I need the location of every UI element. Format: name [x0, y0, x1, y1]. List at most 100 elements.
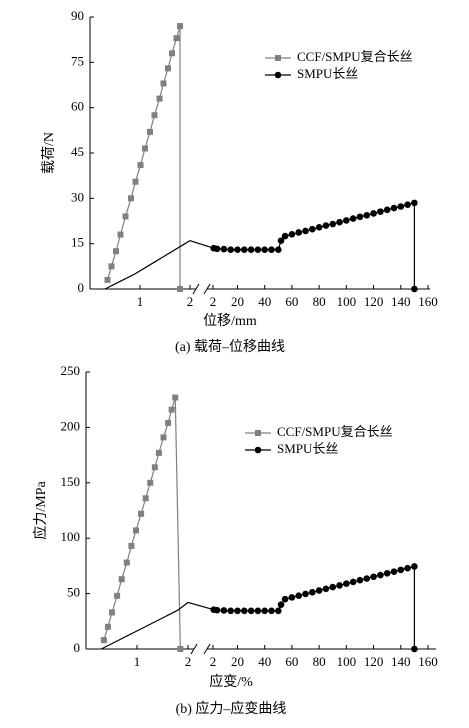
- data-point: [137, 162, 144, 169]
- legend-label: CCF/SMPU复合长丝: [297, 49, 413, 64]
- x-tick-label: 40: [258, 654, 271, 669]
- data-point: [117, 231, 124, 238]
- x-tick-label: 140: [391, 294, 411, 309]
- data-point: [142, 495, 149, 502]
- x-axis-label: 应变/%: [209, 673, 253, 690]
- data-point: [329, 583, 337, 591]
- y-tick-label: 150: [61, 474, 81, 489]
- data-point: [169, 50, 175, 57]
- data-point: [138, 510, 145, 517]
- data-point: [220, 607, 228, 614]
- data-point: [261, 607, 269, 615]
- data-point: [411, 645, 418, 653]
- data-point: [315, 224, 323, 231]
- data-point: [213, 606, 221, 614]
- x-tick-label: 160: [418, 654, 438, 669]
- data-point: [281, 232, 289, 240]
- data-point: [281, 595, 289, 603]
- data-point: [234, 246, 241, 254]
- data-point: [247, 607, 255, 615]
- x-axis-label: 位移/mm: [203, 313, 257, 329]
- data-point: [411, 199, 418, 207]
- data-point: [275, 607, 282, 615]
- data-point: [118, 576, 125, 583]
- data-point: [277, 237, 285, 244]
- data-point: [109, 609, 116, 616]
- data-point: [147, 128, 153, 135]
- data-point: [227, 246, 234, 254]
- series-line: [103, 397, 181, 650]
- y-axis-label: 载荷/N: [41, 132, 57, 174]
- data-point: [100, 637, 107, 644]
- data-point: [356, 213, 364, 221]
- data-point: [261, 246, 269, 254]
- x-tick-label: 1: [137, 294, 144, 309]
- data-point: [168, 406, 175, 413]
- data-point: [275, 246, 282, 254]
- y-axis-label: 应力/MPa: [32, 481, 49, 540]
- data-point: [254, 246, 262, 254]
- data-point: [165, 65, 171, 72]
- data-point: [151, 112, 158, 119]
- data-point: [309, 588, 316, 596]
- data-point: [177, 646, 184, 652]
- x-tick-label: 120: [364, 654, 384, 669]
- data-point: [377, 208, 384, 215]
- axis-break: [203, 283, 211, 295]
- y-tick-label: 200: [61, 418, 81, 433]
- data-point: [142, 145, 148, 152]
- data-point: [343, 217, 350, 224]
- data-point: [104, 623, 111, 630]
- x-tick-label: 2: [185, 654, 192, 669]
- x-tick-label: 100: [337, 294, 357, 309]
- data-point: [104, 276, 111, 283]
- data-point: [349, 215, 357, 222]
- data-point: [128, 195, 134, 202]
- data-point: [309, 225, 316, 233]
- caption: (a) 载荷–位移曲线: [175, 339, 285, 355]
- data-point: [383, 206, 391, 214]
- data-point: [363, 575, 371, 582]
- y-tick-label: 50: [67, 585, 80, 600]
- data-point: [227, 607, 234, 615]
- y-tick-label: 100: [61, 529, 81, 544]
- axis-break: [190, 643, 198, 655]
- x-tick-label: 80: [313, 294, 326, 309]
- data-point: [220, 245, 228, 253]
- data-point: [160, 80, 167, 87]
- data-point: [172, 394, 179, 401]
- data-point: [404, 564, 411, 572]
- data-point: [329, 220, 337, 228]
- data-point: [123, 559, 130, 566]
- data-point: [411, 563, 418, 570]
- data-point: [151, 464, 158, 471]
- data-point: [322, 585, 330, 593]
- y-tick-label: 15: [71, 235, 84, 250]
- data-point: [173, 35, 180, 42]
- axis-break: [192, 283, 200, 295]
- data-point: [383, 570, 391, 577]
- y-tick-label: 250: [61, 363, 81, 378]
- data-point: [343, 580, 350, 587]
- data-point: [349, 578, 357, 586]
- data-point: [268, 607, 275, 615]
- data-point: [302, 590, 309, 598]
- data-point: [288, 230, 296, 238]
- y-tick-label: 60: [71, 99, 84, 114]
- data-point: [156, 95, 163, 102]
- y-tick-label: 30: [71, 189, 84, 204]
- y-tick-label: 45: [71, 144, 84, 159]
- series-line: [104, 202, 415, 290]
- legend-label: SMPU长丝: [297, 66, 358, 81]
- data-point: [295, 592, 303, 600]
- x-tick-label: 60: [285, 654, 298, 669]
- data-point: [234, 607, 241, 615]
- legend-marker: [274, 71, 282, 79]
- data-point: [397, 203, 405, 210]
- data-point: [254, 607, 262, 615]
- data-point: [411, 285, 418, 293]
- x-tick-label: 2: [210, 294, 217, 309]
- data-point: [336, 218, 343, 226]
- data-point: [213, 245, 221, 253]
